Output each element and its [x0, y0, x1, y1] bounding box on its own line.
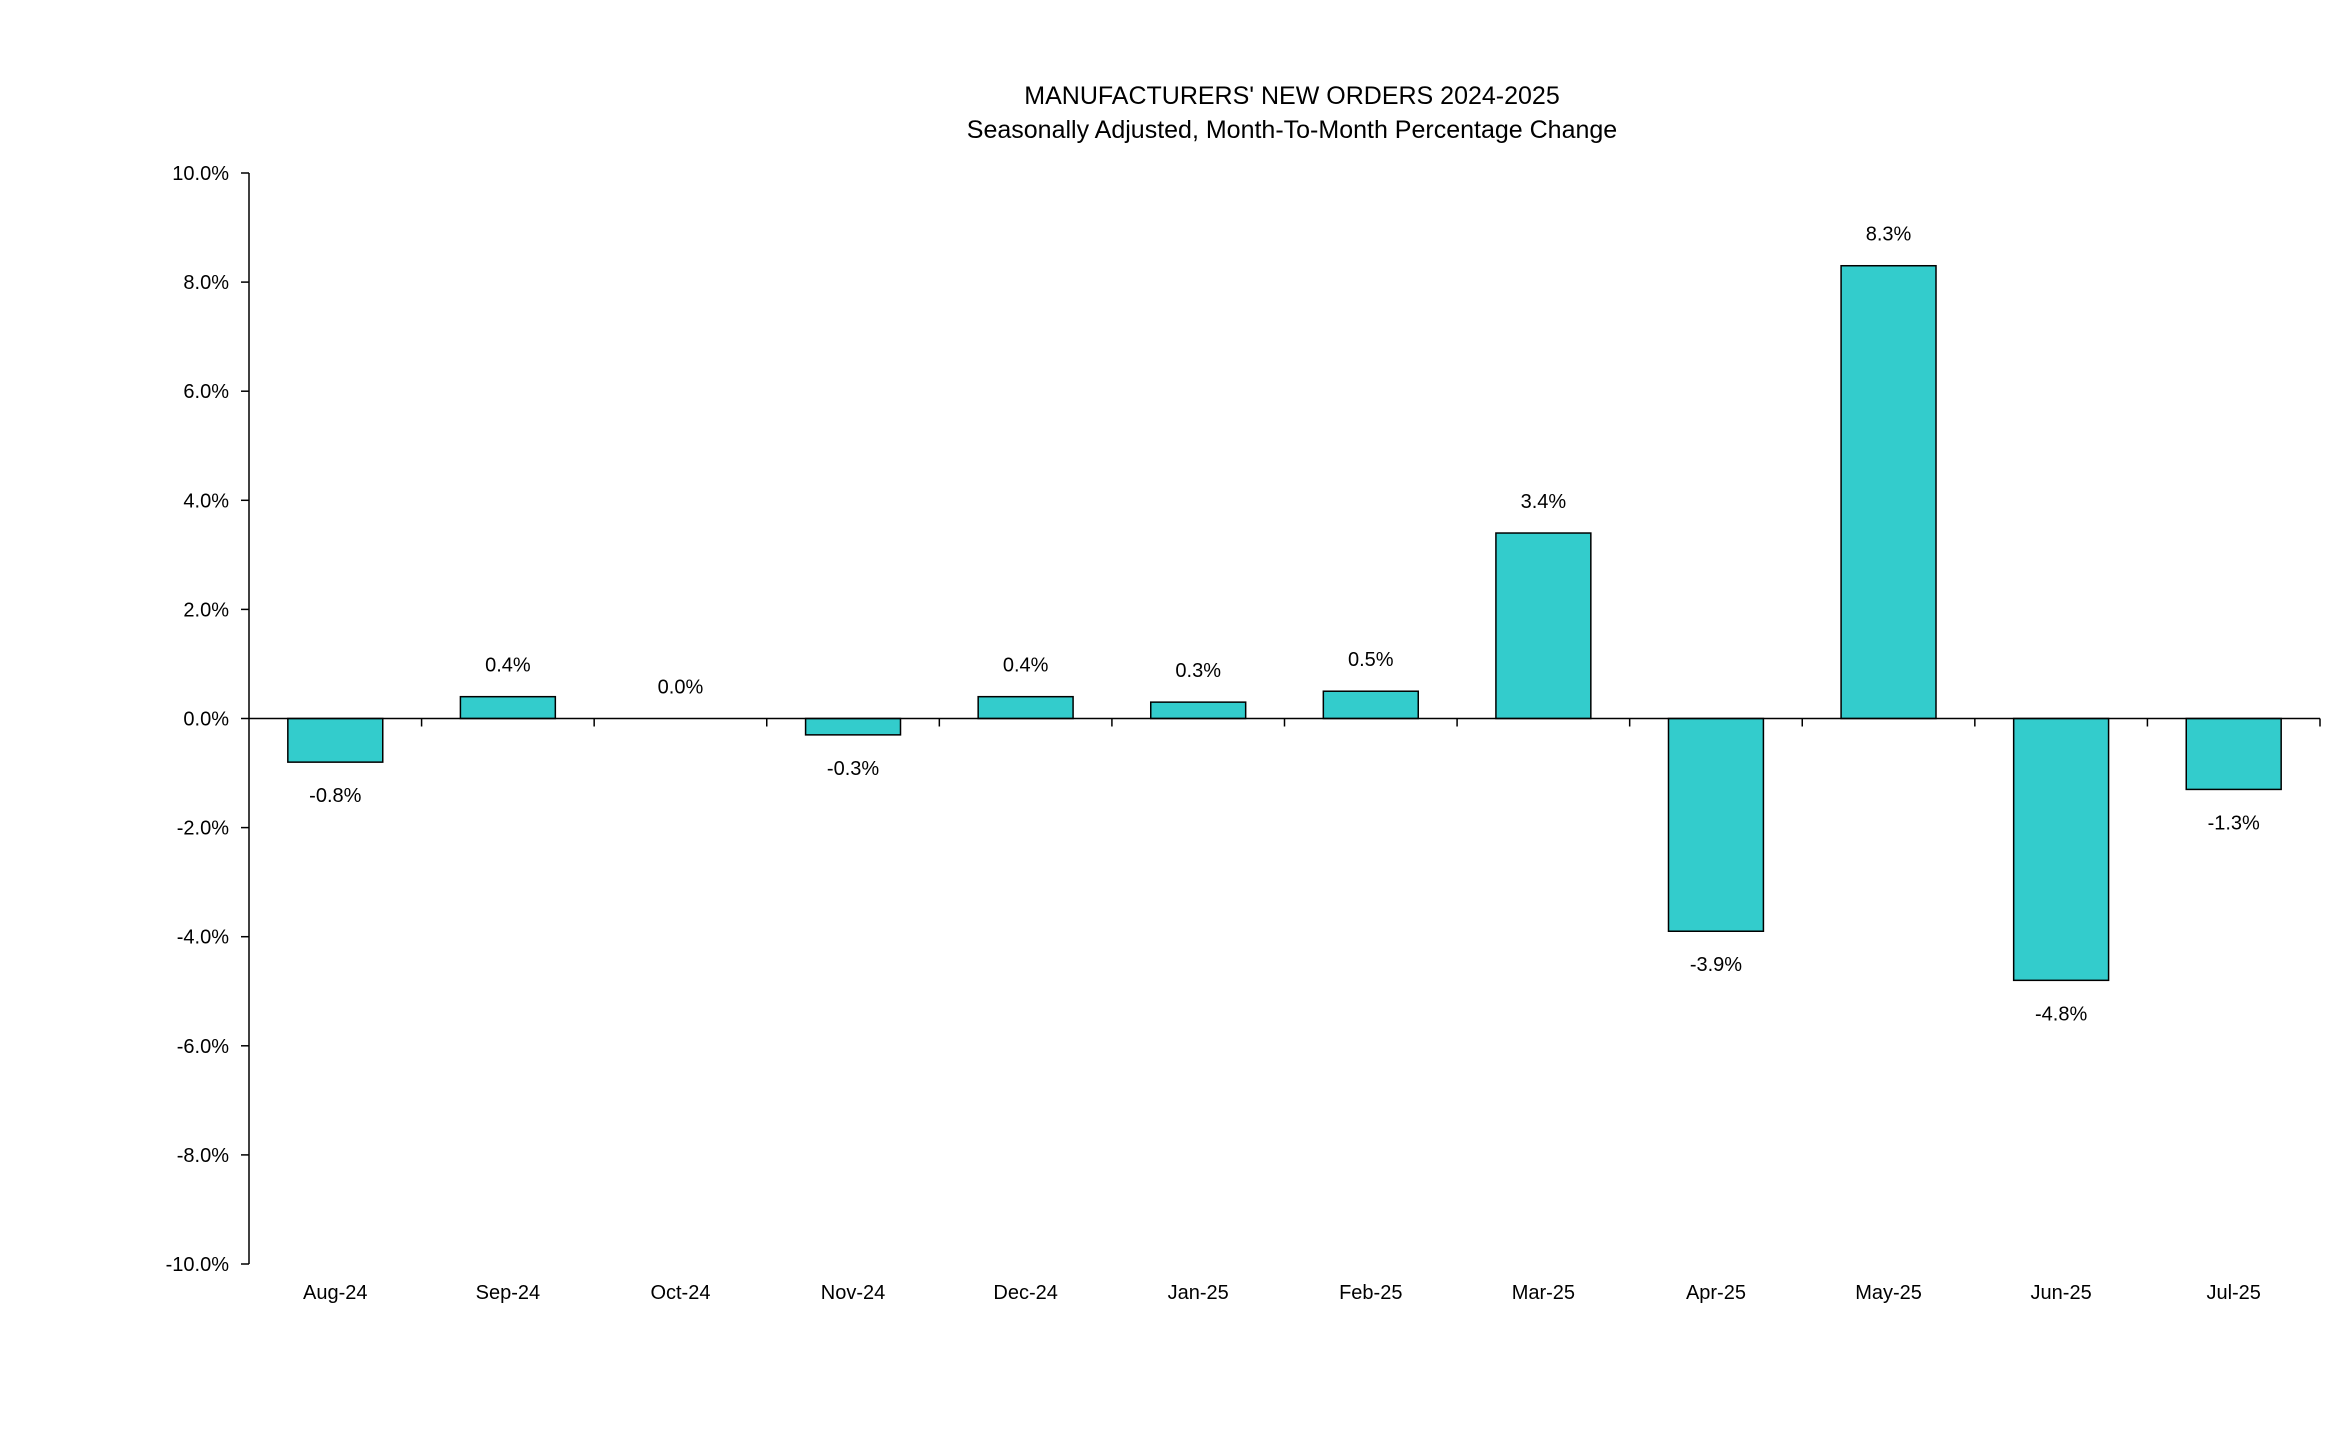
bar — [1149, 701, 1247, 720]
data-label: 0.5% — [1348, 649, 1394, 671]
data-label: 3.4% — [1521, 491, 1567, 513]
x-tick-label: Jul-25 — [2206, 1282, 2260, 1304]
x-tick-label: Feb-25 — [1339, 1282, 1402, 1304]
x-tick-label: Apr-25 — [1686, 1282, 1746, 1304]
data-label: 0.0% — [658, 677, 704, 699]
y-axis: 10.0% 8.0% 6.0% 4.0% 2.0% 0.0% -2.0% -4.0% -6.0%… — [166, 163, 250, 1276]
bar — [287, 717, 384, 763]
y-tick-label: -2.0% — [177, 818, 229, 840]
chart-subtitle: Seasonally Adjusted, Month-To-Month Perc… — [967, 116, 1617, 144]
x-axis: Aug-24 Sep-24 Oct-24 Nov-24 Dec-24 Jan-25 Feb-… — [249, 717, 2321, 1304]
data-label: -0.3% — [827, 758, 879, 780]
bar — [804, 717, 902, 736]
x-tick-label: Dec-24 — [993, 1282, 1057, 1304]
x-tick-label: Sep-24 — [476, 1282, 541, 1304]
bar — [1840, 264, 1937, 720]
bar — [1495, 532, 1592, 720]
y-tick-label: -10.0% — [166, 1254, 230, 1276]
y-tick-label: 10.0% — [172, 163, 229, 185]
x-tick-label: Oct-24 — [650, 1282, 710, 1304]
data-label: -1.3% — [2208, 812, 2260, 834]
y-tick-label: 6.0% — [183, 381, 229, 403]
data-label: 0.4% — [485, 655, 531, 677]
y-tick-label: 8.0% — [183, 272, 229, 294]
y-tick-label: -4.0% — [177, 927, 229, 949]
x-tick-label: Jun-25 — [2031, 1282, 2092, 1304]
bar — [1667, 717, 1765, 932]
bar — [459, 695, 557, 720]
y-tick-label: 0.0% — [183, 709, 229, 731]
data-label: -0.8% — [309, 785, 361, 807]
data-label: 0.4% — [1003, 655, 1049, 677]
x-tick-label: Jan-25 — [1168, 1282, 1229, 1304]
x-tick-label: Nov-24 — [821, 1282, 885, 1304]
x-tick-label: May-25 — [1855, 1282, 1922, 1304]
bar — [1322, 690, 1420, 720]
data-label: -4.8% — [2035, 1003, 2087, 1025]
data-label: -3.9% — [1690, 954, 1742, 976]
chart-title: MANUFACTURERS' NEW ORDERS 2024-2025 — [1024, 82, 1559, 110]
bar — [2012, 717, 2110, 982]
bar — [977, 695, 1074, 720]
data-label: 8.3% — [1866, 224, 1912, 246]
data-labels: -0.8% 0.4% 0.0% -0.3% 0.4% 0.3% 0.5% 3.4% -3.9% 8… — [309, 224, 2260, 1026]
y-tick-label: -8.0% — [177, 1145, 229, 1167]
x-tick-label: Mar-25 — [1512, 1282, 1575, 1304]
y-tick-label: -6.0% — [177, 1036, 229, 1058]
bar — [2185, 717, 2282, 791]
y-tick-label: 2.0% — [183, 599, 229, 621]
bars — [287, 264, 2282, 982]
data-label: 0.3% — [1175, 660, 1221, 682]
y-tick-label: 4.0% — [183, 490, 229, 512]
x-tick-label: Aug-24 — [303, 1282, 368, 1304]
